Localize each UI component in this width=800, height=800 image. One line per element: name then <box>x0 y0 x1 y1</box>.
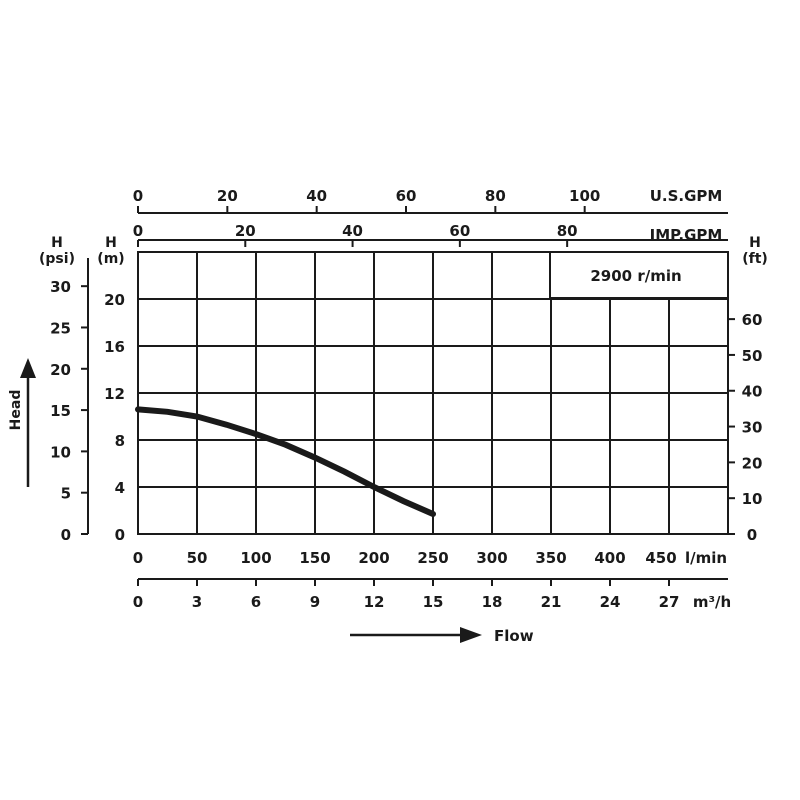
unit-label-usgpm: U.S.GPM <box>650 187 723 205</box>
head-m-unit: (m) <box>97 251 124 267</box>
tick-label-head-m: 4 <box>115 479 125 497</box>
tick-label-ft: 20 <box>742 454 763 472</box>
axes <box>81 206 735 586</box>
tick-label-ft: 60 <box>742 311 763 329</box>
tick-label-impgpm: 20 <box>235 222 256 240</box>
plot-frame <box>137 251 729 535</box>
tick-label-m3h: 21 <box>541 593 562 611</box>
curve-series-line <box>135 406 436 517</box>
tick-label-usgpm: 40 <box>306 187 327 205</box>
tick-label-usgpm: 0 <box>133 187 143 205</box>
tick-label-impgpm: 0 <box>133 222 143 240</box>
curve-point <box>255 433 257 435</box>
unit-label-lmin: l/min <box>685 549 727 567</box>
curve-point <box>196 416 198 417</box>
tick-label-lmin: 150 <box>299 549 330 567</box>
tick-label-ft: 40 <box>742 383 763 401</box>
tick-label-ft: 30 <box>742 419 763 437</box>
tick-label-m3h: 27 <box>659 593 680 611</box>
tick-label-psi: 10 <box>50 443 71 461</box>
tick-label-lmin: 400 <box>594 549 625 567</box>
tick-label-lmin: 350 <box>535 549 566 567</box>
tick-label-lmin: 250 <box>417 549 448 567</box>
curve-point <box>344 471 345 473</box>
tick-label-lmin: 50 <box>187 549 208 567</box>
tick-label-usgpm: 80 <box>485 187 506 205</box>
tick-label-head-m: 20 <box>104 291 125 309</box>
head-psi-unit: (psi) <box>39 251 75 267</box>
tick-label-psi: 30 <box>50 278 71 296</box>
tick-label-lmin: 0 <box>133 549 143 567</box>
flow-arrow-head <box>460 627 482 643</box>
tick-label-head-m: 12 <box>104 385 125 403</box>
tick-label-lmin: 300 <box>476 549 507 567</box>
tick-label-lmin: 450 <box>645 549 676 567</box>
tick-label-lmin: 100 <box>240 549 271 567</box>
tick-label-usgpm: 60 <box>396 187 417 205</box>
tick-label-psi: 15 <box>50 402 71 420</box>
tick-label-impgpm: 80 <box>557 222 578 240</box>
curve-point <box>285 444 286 446</box>
head-arrow-head <box>20 358 36 378</box>
tick-label-ft: 0 <box>747 526 757 544</box>
unit-label-m3h: m³/h <box>693 593 731 611</box>
tick-label-m3h: 9 <box>310 593 320 611</box>
tick-label-m3h: 3 <box>192 593 202 611</box>
curve-point <box>226 424 227 426</box>
tick-label-impgpm: 60 <box>449 222 470 240</box>
head-ft-unit: (ft) <box>742 251 768 267</box>
unit-label-impgpm: IMP.GPM <box>650 226 723 244</box>
tick-label-psi: 0 <box>61 526 71 544</box>
tick-label-m3h: 24 <box>600 593 621 611</box>
curve-point <box>314 457 316 459</box>
head-ft-label: H <box>749 235 761 251</box>
plot-border <box>137 251 729 535</box>
speed-annotation-box <box>549 251 729 299</box>
tick-label-psi: 20 <box>50 361 71 379</box>
tick-label-m3h: 6 <box>251 593 261 611</box>
tick-label-usgpm: 100 <box>569 187 600 205</box>
flow-axis-title: Flow <box>494 627 534 645</box>
curve-point <box>403 500 404 502</box>
curve-point <box>432 513 434 515</box>
tick-label-head-m: 16 <box>104 338 125 356</box>
head-axis-title: Head <box>8 390 24 431</box>
curve-point <box>167 411 168 413</box>
tick-label-lmin: 200 <box>358 549 389 567</box>
curve-point <box>137 408 139 410</box>
curve-point <box>373 486 375 488</box>
tick-label-head-m: 0 <box>115 526 125 544</box>
tick-label-psi: 25 <box>50 319 71 337</box>
performance-curve <box>135 406 436 517</box>
tick-label-m3h: 0 <box>133 593 143 611</box>
speed-annotation: 2900 r/min <box>590 267 681 285</box>
tick-label-impgpm: 40 <box>342 222 363 240</box>
tick-label-ft: 10 <box>742 490 763 508</box>
tick-label-m3h: 18 <box>482 593 503 611</box>
tick-label-m3h: 15 <box>423 593 444 611</box>
tick-label-m3h: 12 <box>364 593 385 611</box>
tick-label-psi: 5 <box>61 485 71 503</box>
tick-label-ft: 50 <box>742 347 763 365</box>
head-m-label: H <box>105 235 117 251</box>
head-psi-label: H <box>51 235 63 251</box>
tick-label-usgpm: 20 <box>217 187 238 205</box>
tick-label-head-m: 8 <box>115 432 125 450</box>
